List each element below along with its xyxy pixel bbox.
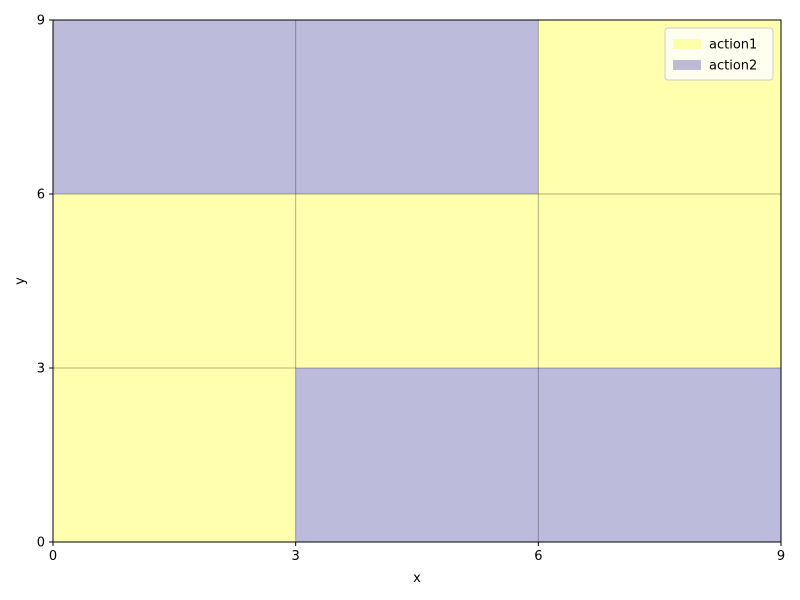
cell-action1 xyxy=(53,194,296,368)
legend-swatch-action1 xyxy=(673,39,701,49)
cell-action2 xyxy=(295,368,539,542)
cell-action2 xyxy=(53,20,296,194)
cell-action2 xyxy=(538,368,781,542)
cell-action2 xyxy=(295,20,539,194)
cell-layer xyxy=(53,20,781,542)
cell-action1 xyxy=(53,368,296,542)
legend: action1 action2 xyxy=(664,27,774,81)
axes-frame xyxy=(52,19,782,543)
y-tick-label: 0 xyxy=(37,536,45,551)
y-axis-label: y xyxy=(13,277,28,285)
x-tick-label: 0 xyxy=(49,549,57,564)
x-tick-label: 6 xyxy=(534,549,542,564)
y-tick-label: 6 xyxy=(37,188,45,203)
y-tick-label: 3 xyxy=(37,362,45,377)
legend-label-action2: action2 xyxy=(709,59,757,74)
x-tick-label: 3 xyxy=(292,549,300,564)
cell-action1 xyxy=(538,194,781,368)
y-tick-label: 9 xyxy=(37,14,45,29)
cell-action1 xyxy=(295,194,539,368)
legend-swatch-action2 xyxy=(673,60,701,70)
legend-label-action1: action1 xyxy=(709,38,757,53)
x-axis-label: x xyxy=(413,571,421,586)
x-tick-label: 9 xyxy=(777,549,785,564)
y-axis: 0 3 6 9 xyxy=(37,14,53,551)
x-axis: 0 3 6 9 xyxy=(49,542,785,564)
